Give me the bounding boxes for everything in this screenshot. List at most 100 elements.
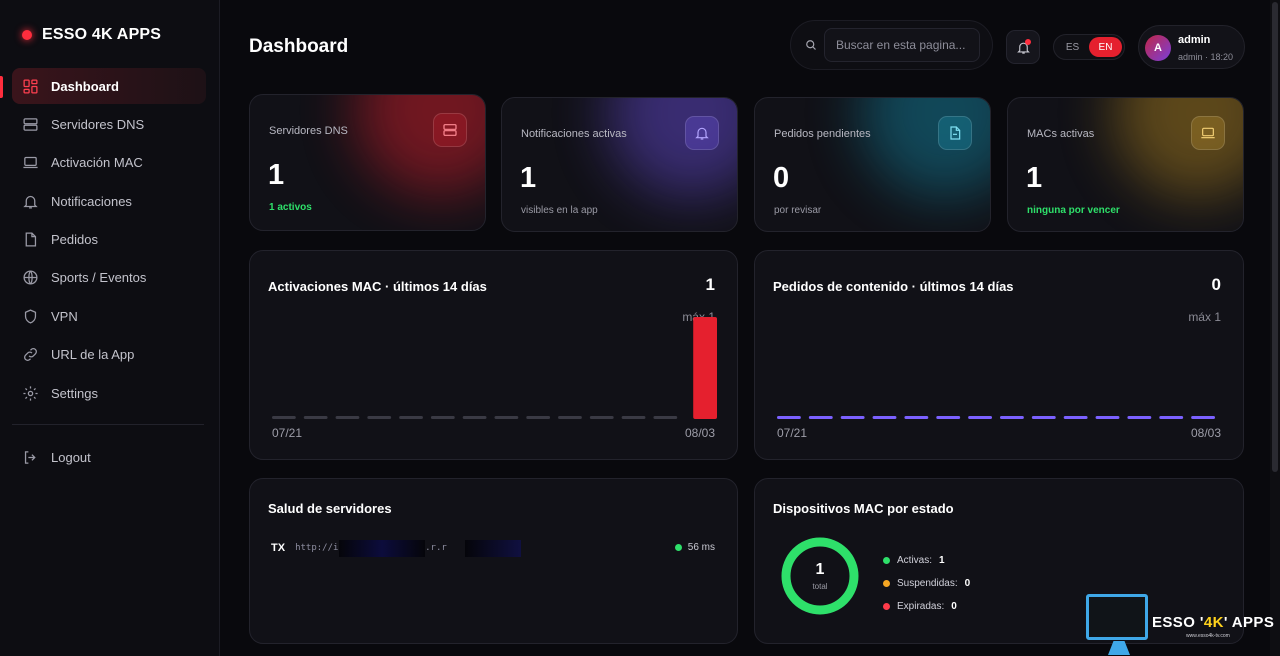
donut-total: 1 <box>815 561 825 578</box>
server-row[interactable]: TX http://iome ess-cdn :0:-.r.r <box>271 540 522 557</box>
lang-es-button[interactable]: ES <box>1065 41 1080 53</box>
stat-card-macs[interactable]: MACs activas 1 ninguna por vencer <box>1007 97 1244 232</box>
stat-label: MACs activas <box>1027 128 1095 140</box>
sidebar-item-vpn[interactable]: VPN <box>12 298 206 334</box>
watermark-text-b: 4K <box>1203 614 1224 631</box>
stat-subtext: 1 activos <box>269 202 312 213</box>
document-icon <box>938 116 972 150</box>
lang-en-button[interactable]: EN <box>1089 37 1122 57</box>
stat-label: Servidores DNS <box>269 125 348 137</box>
legend-dot-icon <box>883 557 890 564</box>
chart-bar <box>303 416 328 419</box>
chart-bar <box>1159 416 1184 419</box>
page-title: Dashboard <box>249 36 349 57</box>
panel-title: Pedidos de contenido · últimos 14 días <box>773 279 1014 294</box>
avatar: A <box>1145 35 1171 61</box>
sidebar-item-label: Pedidos <box>51 232 98 248</box>
chart-bar <box>430 416 455 419</box>
chart-bar <box>693 317 717 419</box>
stat-card-dns[interactable]: Servidores DNS 1 1 activos <box>249 94 486 231</box>
chart-bar <box>872 416 897 419</box>
page-scrollbar[interactable] <box>1270 0 1280 656</box>
legend-value: 1 <box>939 555 945 566</box>
search-input[interactable] <box>824 28 980 62</box>
legend-label: Suspendidas: <box>897 578 958 589</box>
donut-total-label: total <box>812 582 828 591</box>
sidebar-item-label: Servidores DNS <box>51 116 145 132</box>
server-latency: 56 ms <box>674 542 715 553</box>
gear-icon <box>23 386 38 401</box>
stat-card-orders[interactable]: Pedidos pendientes 0 por revisar <box>754 97 991 232</box>
link-icon <box>24 348 37 362</box>
sidebar-item-label: Sports / Eventos <box>51 270 147 286</box>
panel-title: Activaciones MAC · últimos 14 días <box>268 279 487 294</box>
chart-max-label: máx 1 <box>1188 310 1221 324</box>
monitor-stand <box>1108 641 1130 655</box>
scrollbar-thumb[interactable] <box>1272 2 1278 472</box>
stat-value: 1 <box>1026 162 1043 194</box>
legend-item-suspended: Suspendidas: 0 <box>883 572 970 595</box>
watermark-url: www.esso4k-tv.com <box>1186 633 1230 639</box>
chart-bar <box>1000 416 1024 419</box>
x-axis-start-label: 07/21 <box>272 426 303 440</box>
sidebar-nav: Dashboard Servidores DNS Activación MAC … <box>12 68 206 414</box>
legend-dot-icon <box>883 580 890 587</box>
active-indicator <box>0 76 3 98</box>
sidebar-item-settings[interactable]: Settings <box>12 375 206 411</box>
logout-button[interactable]: Logout <box>12 439 206 475</box>
sidebar-item-dashboard[interactable]: Dashboard <box>12 68 206 104</box>
chart-bar <box>1031 416 1056 419</box>
devices-status-panel: Dispositivos MAC por estado 1 total Acti… <box>754 478 1244 644</box>
stat-card-notifications[interactable]: Notificaciones activas 1 visibles en la … <box>501 97 738 232</box>
chart-bar <box>904 416 929 419</box>
user-menu[interactable]: A admin admin · 18:20 <box>1138 25 1245 69</box>
chart-bar <box>1063 416 1088 419</box>
user-subtitle: admin · 18:20 <box>1178 52 1234 62</box>
legend-value: 0 <box>951 601 957 612</box>
card-glow <box>355 95 485 195</box>
user-name: admin <box>1178 34 1211 46</box>
sidebar-item-label: Activación MAC <box>51 155 143 171</box>
sidebar-divider <box>12 424 204 425</box>
sidebar-item-sports[interactable]: Sports / Eventos <box>12 260 206 296</box>
sidebar-item-dns[interactable]: Servidores DNS <box>12 106 206 142</box>
orders-panel: Pedidos de contenido · últimos 14 días 0… <box>754 250 1244 460</box>
status-dot-icon <box>674 544 682 551</box>
watermark-text: ESSO '4K' APPS <box>1152 614 1274 631</box>
panel-title: Dispositivos MAC por estado <box>773 501 954 516</box>
chart-bar <box>399 416 423 419</box>
card-glow <box>860 98 990 198</box>
language-switcher: ES EN <box>1053 34 1125 60</box>
chart-bar <box>777 416 801 419</box>
orders-chart <box>777 416 1215 419</box>
bell-icon <box>685 116 719 150</box>
search-box <box>790 20 993 70</box>
legend-label: Activas: <box>897 555 933 566</box>
notifications-button[interactable] <box>1006 30 1040 64</box>
stat-value: 1 <box>268 159 285 191</box>
donut-slice <box>781 537 859 615</box>
chart-bar <box>526 416 551 419</box>
sidebar-item-mac[interactable]: Activación MAC <box>12 145 206 181</box>
sidebar-item-label: VPN <box>51 308 78 324</box>
sidebar-item-notifications[interactable]: Notificaciones <box>12 183 206 219</box>
sidebar-item-app-url[interactable]: URL de la App <box>12 337 206 373</box>
chart-bar <box>808 416 833 419</box>
mac-activations-panel: Activaciones MAC · últimos 14 días 1 máx… <box>249 250 738 460</box>
x-axis-end-label: 08/03 <box>1190 426 1221 440</box>
server-country-tag: TX <box>271 542 286 554</box>
stat-subtext: por revisar <box>774 205 822 216</box>
sidebar-item-label: Dashboard <box>51 78 119 94</box>
devices-legend: Activas: 1 Suspendidas: 0 Expiradas: 0 <box>883 549 970 618</box>
watermark-text-a: ESSO ' <box>1152 614 1204 631</box>
server-url: http://iome ess-cdn :0:-.r.r <box>295 540 522 557</box>
sidebar-item-orders[interactable]: Pedidos <box>12 222 206 258</box>
brand[interactable]: ESSO 4K APPS <box>22 26 161 44</box>
bell-icon <box>23 195 38 209</box>
chart-total: 0 <box>1211 275 1221 294</box>
x-axis-start-label: 07/21 <box>777 426 808 440</box>
sidebar: ESSO 4K APPS Dashboard Servidores DNS Ac… <box>0 0 220 656</box>
chart-bar <box>1191 416 1215 419</box>
chart-bar <box>621 416 646 419</box>
stat-value: 0 <box>773 162 790 194</box>
